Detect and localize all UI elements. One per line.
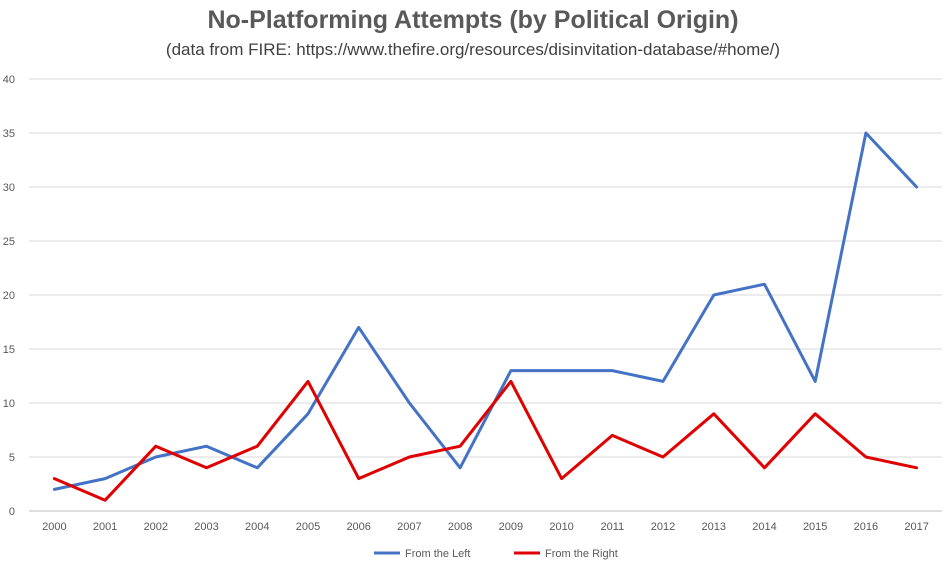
y-tick-label: 30 <box>3 182 15 194</box>
x-tick-label: 2004 <box>245 521 269 533</box>
x-tick-label: 2003 <box>194 521 218 533</box>
y-tick-label: 15 <box>3 344 15 356</box>
x-tick-label: 2005 <box>296 521 320 533</box>
x-tick-label: 2002 <box>144 521 168 533</box>
x-tick-label: 2001 <box>93 521 117 533</box>
x-tick-label: 2010 <box>549 521 573 533</box>
x-tick-label: 2015 <box>803 521 827 533</box>
x-tick-label: 2009 <box>499 521 523 533</box>
x-tick-label: 2008 <box>448 521 472 533</box>
y-tick-label: 5 <box>9 452 15 464</box>
legend-label: From the Left <box>405 548 470 560</box>
x-tick-label: 2006 <box>346 521 370 533</box>
y-tick-label: 25 <box>3 236 15 248</box>
series-line-left <box>52 131 919 491</box>
x-tick-label: 2017 <box>904 521 928 533</box>
y-tick-label: 35 <box>3 128 15 140</box>
y-tick-label: 40 <box>3 74 15 86</box>
x-tick-label: 2016 <box>854 521 878 533</box>
y-tick-label: 10 <box>3 398 15 410</box>
y-tick-label: 0 <box>9 506 15 518</box>
chart-subtitle: (data from FIRE: https://www.thefire.org… <box>165 40 781 59</box>
y-tick-label: 20 <box>3 290 15 302</box>
series-line-right <box>52 379 919 502</box>
x-tick-label: 2014 <box>752 521 776 533</box>
x-tick-label: 2000 <box>42 521 66 533</box>
legend-label: From the Right <box>545 548 618 560</box>
x-tick-label: 2011 <box>600 521 624 533</box>
x-tick-label: 2012 <box>651 521 675 533</box>
chart-title: No-Platforming Attempts (by Political Or… <box>207 6 739 34</box>
x-tick-label: 2007 <box>397 521 421 533</box>
x-tick-label: 2013 <box>702 521 726 533</box>
